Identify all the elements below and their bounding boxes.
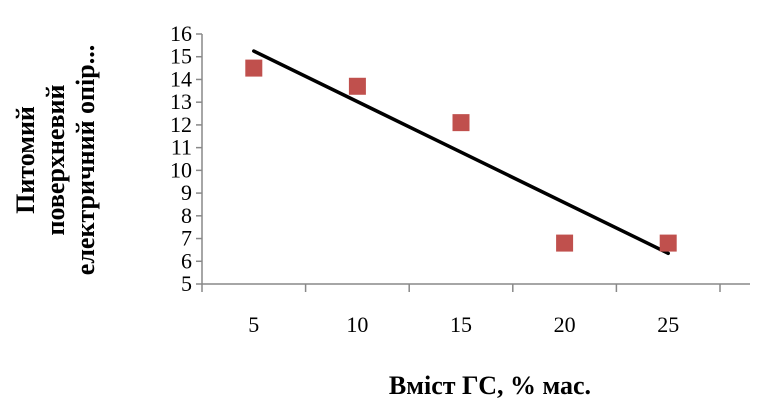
y-tick-label: 6 (181, 248, 192, 273)
data-point (556, 234, 574, 252)
trendline-group (252, 49, 670, 256)
y-axis-title-line: електричний опір... (71, 45, 100, 275)
axes (196, 33, 750, 292)
y-tick-label: 14 (170, 66, 192, 91)
y-tick-label: 16 (170, 21, 192, 46)
x-tick-label: 10 (346, 312, 368, 337)
data-point (659, 234, 677, 252)
x-tick-label: 20 (554, 312, 576, 337)
y-tick-label: 12 (170, 112, 192, 137)
data-point (348, 77, 366, 95)
x-tick-label: 5 (248, 312, 259, 337)
y-axis-title: Питомий поверхневий електричний опір... (11, 45, 100, 275)
y-tick-label: 15 (170, 44, 192, 69)
y-tick-label: 8 (181, 203, 192, 228)
data-points (245, 59, 677, 252)
y-tick-label: 10 (170, 157, 192, 182)
x-tick-label: 25 (657, 312, 679, 337)
x-axis-title: Вміст ГС, % мас. (389, 371, 591, 400)
y-tick-label: 9 (181, 180, 192, 205)
y-tick-label: 11 (171, 135, 192, 160)
x-tick-label: 15 (450, 312, 472, 337)
y-tick-label: 5 (181, 271, 192, 296)
y-axis-title-line: поверхневий (41, 85, 70, 236)
data-point (452, 114, 470, 132)
y-tick-label: 13 (170, 89, 192, 114)
trendline (252, 49, 670, 256)
data-point (245, 59, 263, 77)
y-axis-title-line: Питомий (11, 106, 40, 214)
y-tick-label: 7 (181, 226, 192, 251)
